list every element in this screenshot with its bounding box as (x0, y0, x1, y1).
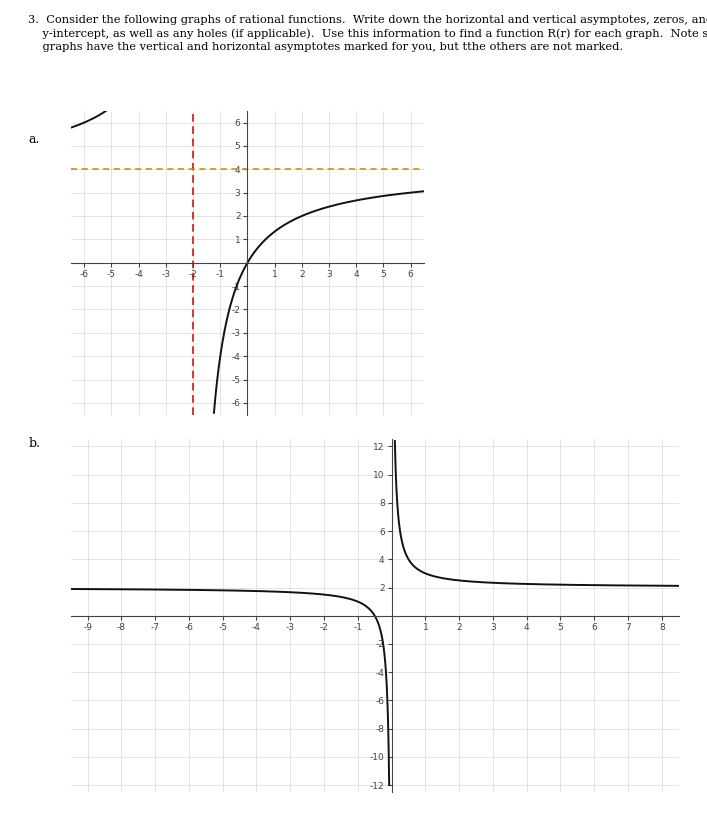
Text: b.: b. (28, 437, 40, 450)
Text: 3.  Consider the following graphs of rational functions.  Write down the horizon: 3. Consider the following graphs of rati… (28, 15, 707, 52)
Text: a.: a. (28, 133, 40, 146)
